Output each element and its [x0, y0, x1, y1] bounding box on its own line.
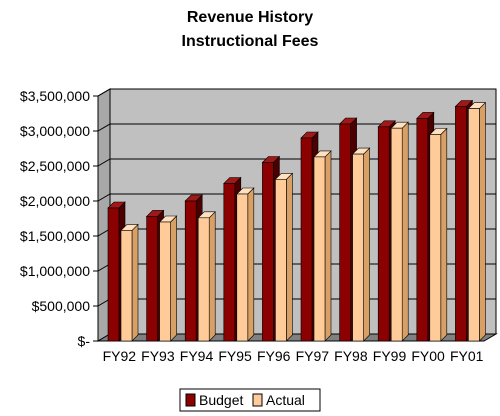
gridline [97, 88, 496, 97]
x-tick-label: FY98 [334, 348, 368, 364]
bar-front [223, 183, 236, 342]
bar-actual-fy92 [120, 223, 139, 342]
y-tick-label: $3,000,000 [20, 123, 90, 139]
bar-side [131, 223, 139, 342]
bar-front [159, 221, 171, 342]
x-tick-label: FY92 [103, 348, 137, 364]
y-tick-label: $1,000,000 [20, 263, 90, 279]
legend-swatch-actual [252, 393, 263, 407]
y-axis-ticks: $- $500,000 $1,000,000 $1,500,000 $2,000,000… [20, 88, 98, 349]
bar-front [455, 106, 467, 342]
bar-side [208, 211, 216, 342]
x-tick-label: FY94 [180, 348, 214, 364]
bar-front [107, 207, 120, 342]
bar-front [352, 153, 364, 342]
x-axis-ticks: FY92 FY93 FY94 FY95 FY96 FY97 FY98 FY99 FY00 FY01 [103, 348, 484, 364]
bar-front [429, 134, 442, 342]
x-tick-label: FY99 [373, 348, 407, 364]
bar-front [468, 108, 480, 342]
y-tick-label: $1,500,000 [20, 228, 90, 244]
legend-box [179, 388, 321, 412]
bar-side [170, 215, 177, 342]
legend-label-budget: Budget [199, 392, 243, 408]
y-tick-label: $3,500,000 [20, 88, 90, 104]
chart-subtitle: Instructional Fees [182, 33, 319, 50]
bar-front [416, 118, 429, 342]
bar-front [197, 217, 210, 342]
bar-actual-fy96 [274, 172, 294, 342]
bar-actual-fy94 [197, 211, 216, 342]
bar-side [286, 172, 293, 342]
gridline [97, 123, 496, 132]
bar-front [184, 200, 197, 342]
x-tick-label: FY97 [296, 348, 330, 364]
y-tick-label: $500,000 [32, 298, 91, 314]
bar-side [247, 187, 255, 342]
bar-actual-fy01 [467, 101, 487, 342]
bar-front [146, 216, 158, 342]
bar-front [339, 123, 351, 342]
bar-side [401, 121, 409, 342]
x-tick-label: FY96 [257, 348, 291, 364]
bar-front [300, 137, 313, 342]
legend: Budget Actual [179, 388, 321, 412]
legend-swatch-budget [185, 393, 196, 407]
bar-front [313, 156, 326, 342]
bar-front [262, 162, 274, 342]
bar-actual-fy00 [429, 127, 448, 342]
bar-actual-fy99 [390, 121, 409, 342]
bar-side [440, 127, 448, 342]
legend-label-actual: Actual [266, 392, 305, 408]
bar-actual-fy97 [313, 150, 332, 342]
bar-front [377, 126, 390, 342]
y-tick-label: $2,000,000 [20, 193, 90, 209]
bar-series [107, 99, 487, 342]
bar-actual-fy93 [158, 215, 178, 342]
bar-side [363, 147, 370, 342]
x-tick-label: FY95 [218, 348, 252, 364]
x-tick-label: FY01 [450, 348, 484, 364]
bar-front [390, 127, 403, 342]
bar-side [324, 150, 332, 342]
bar-actual-fy98 [351, 147, 371, 342]
bar-front [236, 193, 249, 342]
x-tick-label: FY93 [141, 348, 175, 364]
bar-side [479, 101, 486, 342]
bar-front [120, 230, 133, 342]
bar-front [275, 179, 287, 342]
x-tick-label: FY00 [411, 348, 445, 364]
y-tick-label: $2,500,000 [20, 158, 90, 174]
chart-title: Revenue History [187, 9, 313, 26]
y-tick-label: $- [78, 333, 91, 349]
bar-actual-fy95 [236, 187, 255, 342]
